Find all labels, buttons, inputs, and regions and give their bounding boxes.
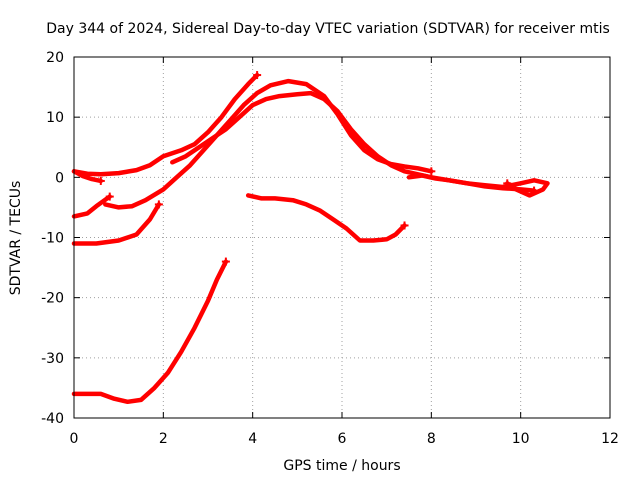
plot-frame [73,56,611,419]
x-tick-label: 4 [248,431,257,447]
y-tick-label: -40 [41,411,64,427]
x-tick-label: 12 [601,431,619,447]
x-tick-label: 8 [427,431,436,447]
chart-title: Day 344 of 2024, Sidereal Day-to-day VTE… [46,21,610,37]
y-axis-label: SDTVAR / TECUs [8,181,24,296]
data-series [71,71,550,405]
y-tick-label: 20 [46,50,64,66]
series-arc-6 [71,202,162,246]
axis-ticks: 0 2 4 6 8 10 12 -40 -30 -20 -10 0 10 20 [41,50,619,447]
series-arc-3 [71,194,112,219]
y-tick-label: -20 [41,291,64,307]
grid [74,57,610,418]
x-tick-label: 10 [512,431,530,447]
y-tick-label: -10 [41,231,64,247]
series-arc-1 [71,72,260,177]
y-tick-label: 10 [46,110,64,126]
series-arc-7 [245,193,407,243]
series-arc-9 [71,259,229,405]
y-tick-label: -30 [41,351,64,367]
series-arc-2 [71,169,104,184]
x-tick-label: 0 [70,431,79,447]
series-arc-8 [406,173,550,198]
x-axis-label: GPS time / hours [283,458,400,474]
x-tick-label: 6 [338,431,347,447]
x-tick-label: 2 [159,431,168,447]
y-tick-label: 0 [55,170,64,186]
